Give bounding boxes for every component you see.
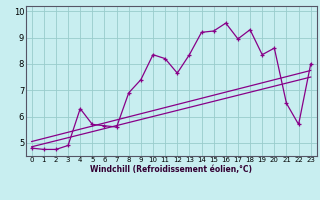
X-axis label: Windchill (Refroidissement éolien,°C): Windchill (Refroidissement éolien,°C) — [90, 165, 252, 174]
